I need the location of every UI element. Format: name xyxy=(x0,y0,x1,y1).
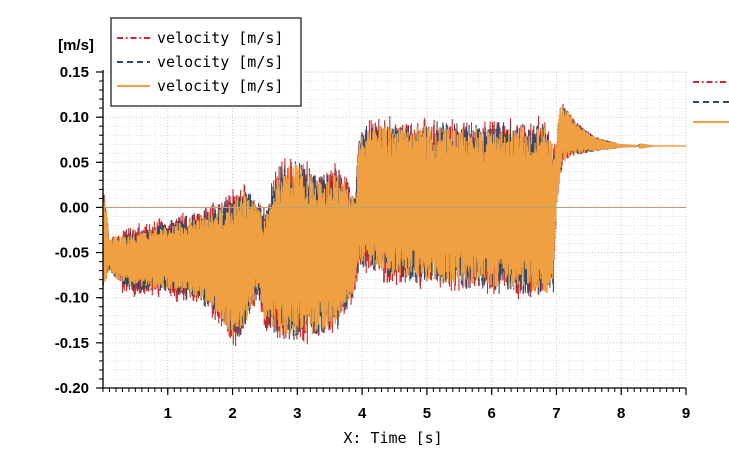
x-tick-label: 5 xyxy=(423,405,431,422)
axes: -0.20 -0.15 -0.10 -0.05 0.00 0.05 0.10 0.15 1 2 3 4… xyxy=(55,64,690,422)
right-legend-markers xyxy=(693,81,729,123)
y-tick-label: -0.10 xyxy=(55,290,89,307)
y-tick-label: 0.05 xyxy=(60,154,89,171)
y-tick-label: -0.20 xyxy=(55,380,89,397)
x-tick-label: 7 xyxy=(552,405,560,422)
legend-label: velocity [m/s] xyxy=(157,77,283,95)
legend-label: velocity [m/s] xyxy=(157,53,283,71)
x-tick-label: 3 xyxy=(293,405,301,422)
series-line-3 xyxy=(102,107,686,337)
y-tick-label: 0.00 xyxy=(60,199,89,216)
x-tick-label: 4 xyxy=(358,405,367,422)
y-tick-label: 0.15 xyxy=(60,64,89,81)
x-tick-label: 1 xyxy=(164,405,172,422)
x-tick-label: 9 xyxy=(682,405,690,422)
x-tick-label: 8 xyxy=(617,405,625,422)
y-tick-label: -0.05 xyxy=(55,245,89,262)
y-tick-label: -0.15 xyxy=(55,335,89,352)
legend: velocity [m/s] velocity [m/s] velocity [m/… xyxy=(110,17,302,107)
y-tick-label: 0.10 xyxy=(60,109,89,126)
y-axis-label: [m/s] xyxy=(58,37,94,54)
x-tick-label: 2 xyxy=(228,405,236,422)
x-tick-label: 6 xyxy=(487,405,495,422)
x-axis-label: X: Time [s] xyxy=(343,429,442,447)
legend-label: velocity [m/s] xyxy=(157,29,283,47)
plot-area xyxy=(102,103,686,347)
